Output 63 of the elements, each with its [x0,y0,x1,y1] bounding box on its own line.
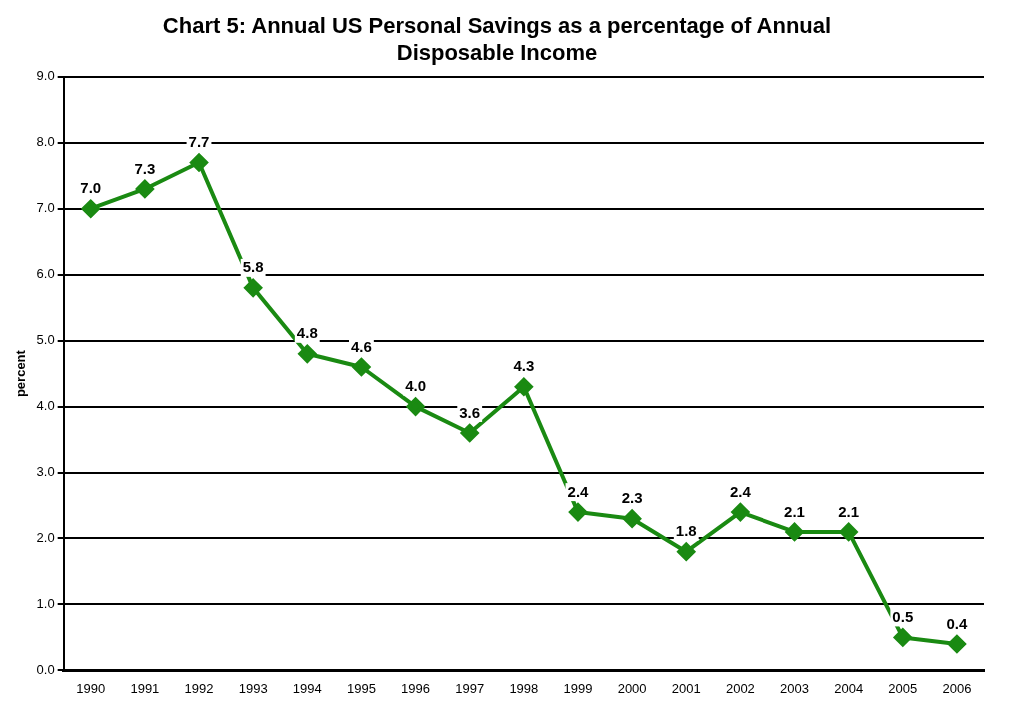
data-label: 2.4 [729,482,752,500]
chart-title: Chart 5: Annual US Personal Savings as a percentage of Annual Disposable Income [162,13,832,65]
point [947,635,966,654]
point [406,397,425,416]
point [298,344,317,363]
point [623,509,642,528]
x-tick-label: 1994 [292,680,322,696]
y-tick-label: 8.0 [36,134,55,150]
x-tick-label: 2006 [942,680,972,696]
point [244,278,263,297]
y-tick-label: 6.0 [36,266,55,282]
x-tick-label: 1999 [563,680,593,696]
data-label: 1.8 [675,522,697,540]
data-label: 2.1 [838,502,860,520]
data-label: 4.6 [351,337,372,355]
data-label: 7.3 [134,159,156,177]
point [677,542,696,561]
x-tick-label: 1992 [184,680,214,696]
point [785,522,804,541]
x-tick-label: 2003 [780,680,809,696]
data-label: 0.5 [892,608,914,626]
y-tick-label: 5.0 [36,332,55,348]
point [893,628,912,647]
data-label: 7.7 [188,133,210,151]
point [135,179,154,198]
y-tick-label: 9.0 [36,68,55,84]
x-tick-label: 2001 [671,680,701,696]
y-tick-label: 3.0 [36,464,55,480]
data-label: 4.3 [513,357,535,375]
point [839,522,858,541]
x-tick-label: 1997 [455,680,485,696]
y-tick-label: 4.0 [36,398,55,414]
data-label: 0.4 [946,614,969,632]
data-label: 7.0 [80,179,102,197]
data-label: 2.1 [784,502,805,520]
data-label: 5.8 [242,258,264,276]
x-tick-label: 1998 [509,680,539,696]
x-tick-label: 2000 [617,680,647,696]
x-tick-label: 1993 [238,680,268,696]
point [81,199,100,218]
x-tick-label: 1995 [346,680,376,696]
point [731,503,750,522]
x-tick-label: 2004 [834,680,864,696]
x-tick-label: 1996 [401,680,431,696]
point [460,423,479,442]
point [352,358,371,376]
x-tick-label: 2002 [725,680,755,696]
data-label: 4.8 [296,324,318,342]
y-axis-title: percent [13,349,29,398]
y-tick-label: 0.0 [36,661,55,677]
x-tick-label: 1990 [76,680,106,696]
x-tick-label: 2005 [888,680,918,696]
data-label: 2.3 [621,489,643,507]
y-tick-label: 1.0 [36,596,55,612]
y-tick-label: 2.0 [36,530,55,546]
data-label: 4.0 [405,377,426,395]
point [514,377,533,396]
x-tick-label: 1991 [130,680,160,696]
point [190,153,209,172]
data-label: 3.6 [459,403,481,421]
data-label: 2.4 [567,482,590,500]
point [568,503,587,522]
y-tick-label: 7.0 [36,200,55,216]
